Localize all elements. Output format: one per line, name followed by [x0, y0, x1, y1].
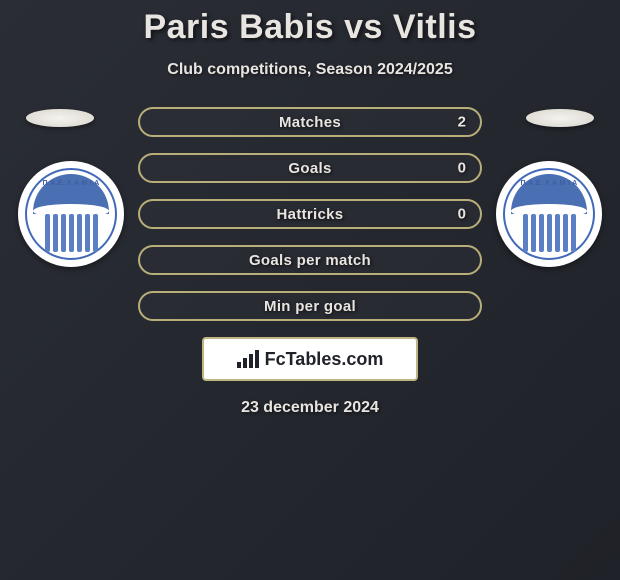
badge-text-right: Π.Α.Ε. Λ Α Μ Ι Α: [521, 180, 578, 187]
main-content: Π.Α.Ε. Λ Α Μ Ι Α Π.Α.Ε. Λ Α Μ Ι Α Matche…: [0, 107, 620, 417]
stat-value: 0: [458, 206, 466, 223]
team-badge-right: Π.Α.Ε. Λ Α Μ Ι Α: [496, 161, 602, 267]
brand-text: FcTables.com: [265, 349, 384, 370]
badge-stripes-left: [45, 214, 98, 252]
stat-label: Goals: [288, 160, 331, 177]
stat-label: Hattricks: [277, 206, 344, 223]
stat-row-matches: Matches 2: [138, 107, 482, 137]
badge-text-left: Π.Α.Ε. Λ Α Μ Ι Α: [43, 180, 100, 187]
oval-marker-left: [26, 109, 94, 127]
page-subtitle: Club competitions, Season 2024/2025: [0, 61, 620, 79]
oval-marker-right: [526, 109, 594, 127]
bar-chart-icon: [237, 350, 259, 368]
stat-label: Goals per match: [249, 252, 371, 269]
team-badge-left: Π.Α.Ε. Λ Α Μ Ι Α: [18, 161, 124, 267]
date-text: 23 december 2024: [0, 399, 620, 417]
stats-table: Matches 2 Goals 0 Hattricks 0 Goals per …: [138, 107, 482, 321]
stat-value: 0: [458, 160, 466, 177]
brand-box[interactable]: FcTables.com: [202, 337, 418, 381]
badge-stripes-right: [523, 214, 576, 252]
badge-inner-left: Π.Α.Ε. Λ Α Μ Ι Α: [25, 168, 117, 260]
stat-row-gpm: Goals per match: [138, 245, 482, 275]
badge-inner-right: Π.Α.Ε. Λ Α Μ Ι Α: [503, 168, 595, 260]
stat-value: 2: [458, 114, 466, 131]
stat-label: Matches: [279, 114, 341, 131]
stat-row-hattricks: Hattricks 0: [138, 199, 482, 229]
stat-row-goals: Goals 0: [138, 153, 482, 183]
stat-row-mpg: Min per goal: [138, 291, 482, 321]
stat-label: Min per goal: [264, 298, 356, 315]
page-title: Paris Babis vs Vitlis: [0, 0, 620, 47]
